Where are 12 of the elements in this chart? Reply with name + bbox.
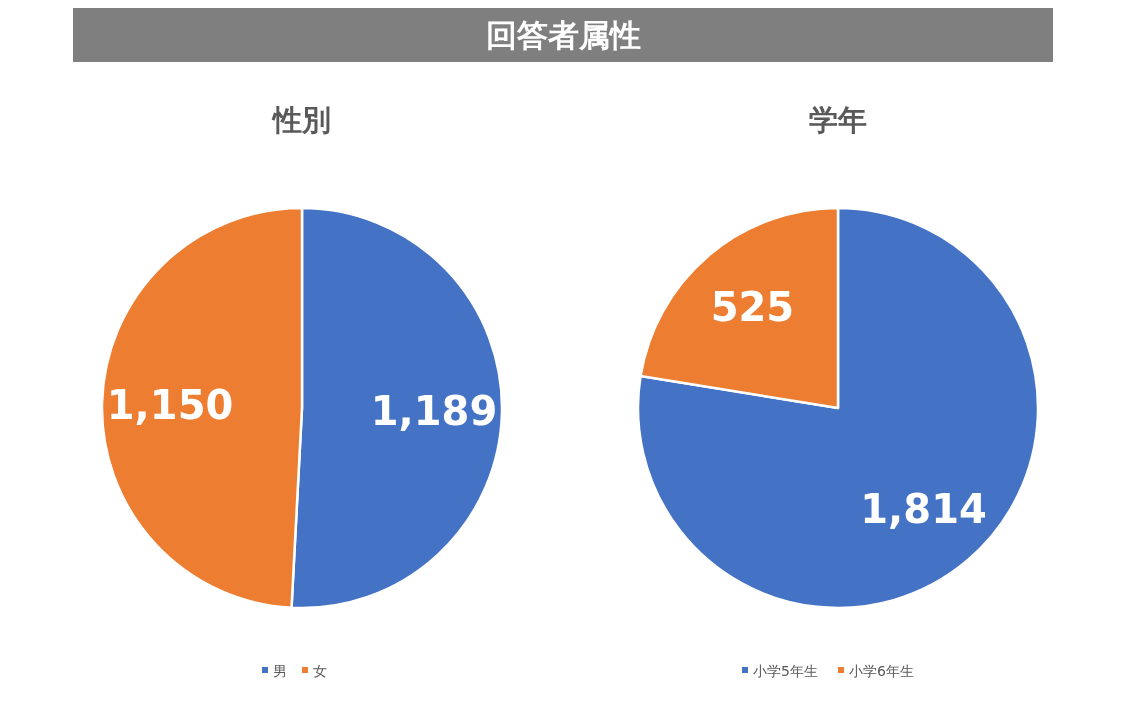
pie-slice xyxy=(636,206,1040,609)
data-label: 1,150 xyxy=(106,381,234,428)
data-label: 525 xyxy=(710,284,795,331)
chart-title: 学年 xyxy=(809,103,867,137)
legend-label: 女 xyxy=(313,663,327,679)
legend-label: 小学6年生 xyxy=(849,663,914,679)
data-label: 1,189 xyxy=(370,388,498,435)
data-label: 1,814 xyxy=(860,485,987,532)
text: 回答者属性 xyxy=(485,17,641,53)
legend-label: 小学5年生 xyxy=(753,663,818,679)
chart-title: 性別 xyxy=(271,103,331,137)
legend-label: 男 xyxy=(273,663,287,679)
